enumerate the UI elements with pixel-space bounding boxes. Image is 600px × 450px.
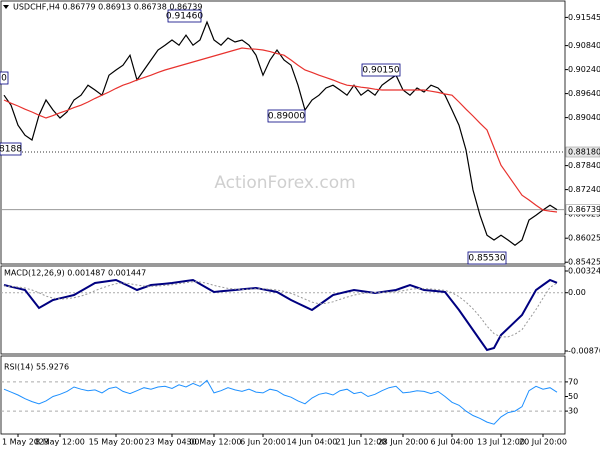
price-label-box: [565, 146, 600, 158]
annotation-box: [467, 251, 507, 265]
y-tick-label: 0.86025: [568, 234, 600, 243]
y-tick-label: 50: [568, 392, 578, 401]
panel-frame: [0, 355, 566, 435]
chart-title: USDCHF,H4 0.86779 0.86913 0.86738 0.8673…: [13, 3, 202, 12]
annotation: 0: [1, 74, 7, 84]
series-line: [3, 281, 558, 338]
x-tick-label: 20 Jul 20:00: [519, 438, 567, 447]
x-tick-label: 6 Jul 04:00: [431, 438, 474, 447]
y-tick-label: 0.87240: [568, 185, 600, 194]
x-tick-label: 23 May 04:00: [145, 438, 200, 447]
annotation: 0.90150: [362, 66, 399, 76]
y-tick-label: 70: [568, 377, 578, 386]
price-label: 0.88180: [568, 148, 600, 157]
y-tick-label: 0.00: [568, 288, 586, 297]
panel-label: MACD(12,26,9) 0.001487 0.001447: [4, 269, 146, 278]
annotation-box: [267, 109, 306, 123]
annotation: 8188: [0, 145, 22, 155]
x-tick-label: 8 May 12:00: [35, 438, 85, 447]
x-tick-label: 30 May 12:00: [187, 438, 242, 447]
y-tick-label: 0.85425: [568, 258, 600, 267]
y-tick-label: -0.008703: [568, 347, 600, 356]
y-tick-label: 0.89040: [568, 113, 600, 122]
x-tick-label: 6 Jun 20:00: [240, 438, 286, 447]
x-tick-label: 21 Jun 12:00: [336, 438, 387, 447]
y-tick-label: 0.90240: [568, 65, 600, 74]
y-tick-label: 0.90840: [568, 41, 600, 50]
x-tick-label: 1 May 2023: [2, 438, 49, 447]
x-tick-label: 13 Jul 12:00: [477, 438, 525, 447]
annotation-box: [167, 9, 202, 23]
annotation: 0.91460: [166, 12, 203, 22]
watermark: ActionForex.com: [214, 173, 355, 193]
annotation-box: [361, 63, 401, 77]
annotation: 0.85530: [468, 254, 505, 264]
y-tick-label: 0.87840: [568, 161, 600, 170]
annotation-box: [0, 142, 22, 156]
y-tick-label: 0.91545: [568, 13, 600, 22]
series-line: [3, 47, 558, 213]
y-tick-label: 0.89640: [568, 89, 600, 98]
annotation-box: [0, 71, 9, 85]
series-line: [3, 278, 558, 352]
price-label: 0.86739: [568, 205, 600, 214]
panel-frame: [0, 0, 566, 265]
price-label-box: [565, 204, 600, 215]
x-tick-label: 28 Jun 20:00: [378, 438, 429, 447]
y-tick-label: 30: [568, 407, 578, 416]
y-tick-label: 0.003242: [568, 267, 600, 276]
panel-frame: [0, 265, 566, 355]
x-tick-label: 14 Jun 04:00: [287, 438, 338, 447]
series-line: [3, 379, 558, 425]
symbol-menu-arrow[interactable]: [3, 5, 9, 9]
panel-label: RSI(14) 55.9276: [4, 363, 69, 372]
annotation: 0.89000: [268, 112, 305, 122]
x-tick-label: 15 May 20:00: [89, 438, 144, 447]
